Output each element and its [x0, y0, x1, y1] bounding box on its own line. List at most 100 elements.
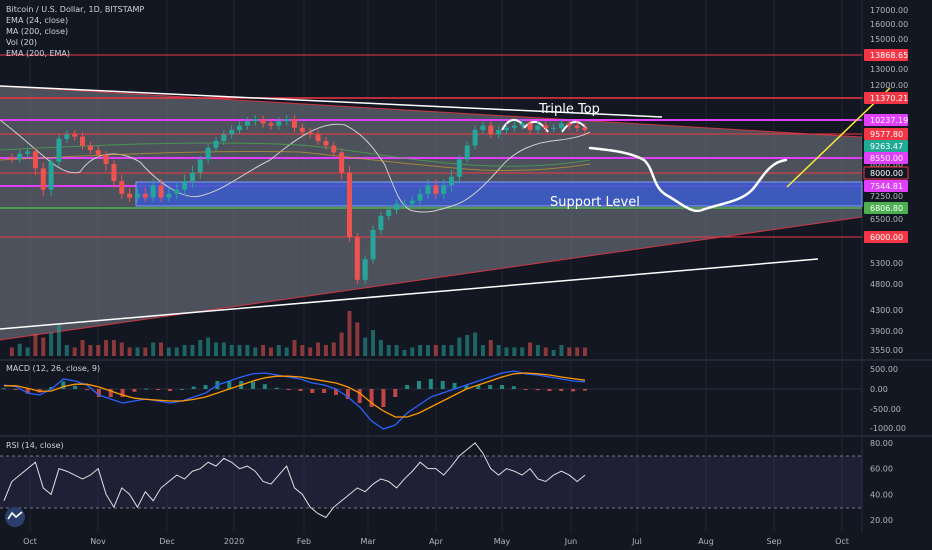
- price-scale-label: 17000.00: [870, 6, 908, 15]
- macd-hist-bar: [345, 389, 350, 399]
- volume-bar: [151, 342, 156, 356]
- candle: [307, 128, 313, 139]
- drawn-price-projection[interactable]: [588, 146, 788, 213]
- chart-title[interactable]: Bitcoin / U.S. Dollar, 1D, BITSTAMP: [6, 5, 145, 14]
- volume-bar: [237, 345, 242, 356]
- price-tag[interactable]: 9263.47: [864, 140, 908, 152]
- volume-bar: [159, 342, 164, 356]
- candle: [229, 125, 235, 139]
- price-tag[interactable]: 6000.00: [864, 231, 908, 243]
- volume-bar: [386, 345, 391, 356]
- yellow-projection-line[interactable]: [786, 87, 891, 188]
- macd-hist-bar: [583, 389, 587, 391]
- price-tag-label: 7544.81: [870, 182, 903, 191]
- candle: [292, 115, 297, 133]
- macd-hist-bar: [405, 385, 410, 389]
- macd-title[interactable]: MACD (12, 26, close, 9): [6, 364, 101, 373]
- volume-bar: [394, 345, 399, 356]
- macd-hist-bar: [357, 389, 362, 403]
- rsi-scale-label: 80.00: [870, 439, 893, 448]
- rsi-scale[interactable]: 80.00 60.00 40.00 20.00: [870, 439, 893, 525]
- candle: [103, 150, 109, 171]
- macd-scale[interactable]: 500.00 0.00 -500.00 -1000.00: [870, 365, 906, 433]
- candle: [80, 132, 86, 150]
- rsi-line: [3, 442, 586, 519]
- candle: [323, 137, 329, 150]
- price-tag-label: 8550.00: [870, 154, 903, 163]
- volume-bar: [213, 342, 218, 356]
- triangle-upper-edge: [0, 85, 863, 138]
- candle: [87, 141, 93, 155]
- macd-hist-bar: [547, 389, 552, 391]
- volume-bar: [496, 345, 501, 356]
- candle: [339, 148, 345, 180]
- candle: [535, 121, 541, 135]
- price-scale-label: 4800.00: [870, 280, 903, 289]
- time-axis-label: May: [494, 537, 511, 546]
- support-level-label: Support Level: [550, 195, 640, 210]
- time-axis[interactable]: Oct Nov Dec 2020 Feb Mar Apr May Jun Jul Aug Sep Oct: [23, 537, 849, 546]
- price-tag[interactable]: 13868.65: [864, 49, 908, 61]
- candle: [166, 187, 172, 202]
- volume-bar: [465, 335, 470, 356]
- volume-bar: [72, 347, 77, 356]
- indicator-vol[interactable]: Vol (20): [6, 38, 37, 47]
- volume-bar: [378, 340, 383, 356]
- macd-hist-bar: [298, 389, 303, 391]
- macd-hist-bar: [310, 389, 315, 393]
- indicator-ma-200[interactable]: MA (200, close): [6, 27, 69, 36]
- lower-trendline[interactable]: [0, 258, 819, 330]
- volume-bar: [119, 342, 124, 356]
- price-tag[interactable]: 8550.00: [864, 152, 908, 164]
- price-tag[interactable]: 11370.21: [864, 92, 908, 104]
- price-tag[interactable]: 6806.80: [864, 202, 908, 214]
- price-tag[interactable]: 7544.81: [864, 180, 908, 192]
- volume-bar: [221, 342, 226, 356]
- candle: [574, 121, 580, 133]
- macd-hist-bar: [571, 389, 576, 392]
- volume-bar: [575, 347, 580, 356]
- price-tag[interactable]: 10237.19: [864, 114, 908, 126]
- volume-bar: [480, 345, 485, 356]
- volume-bar: [80, 340, 85, 356]
- support-zone-box[interactable]: [135, 181, 863, 207]
- candle: [394, 199, 400, 214]
- macd-hist-bar: [500, 385, 504, 389]
- candle: [189, 165, 195, 188]
- macd-hist-bar: [440, 381, 445, 389]
- time-axis-label: Nov: [90, 537, 106, 546]
- upper-trendline[interactable]: [0, 85, 663, 118]
- price-tag[interactable]: 8000.00: [863, 166, 909, 180]
- candle: [9, 153, 15, 164]
- candle: [503, 123, 509, 135]
- indicator-ema-200-ema[interactable]: EMA (200, EMA): [6, 49, 70, 58]
- candle: [354, 232, 360, 284]
- candle: [456, 155, 462, 184]
- price-tag[interactable]: 9577.80: [864, 128, 908, 140]
- candle: [142, 187, 148, 202]
- tradingview-logo[interactable]: [5, 507, 25, 527]
- price-scale-label: 13000.00: [870, 65, 908, 74]
- macd-scale-label: -500.00: [870, 405, 901, 414]
- candle: [48, 157, 54, 196]
- rsi-title[interactable]: RSI (14, close): [6, 441, 64, 450]
- volume-bar: [331, 342, 336, 356]
- macd-histogram: [2, 379, 587, 407]
- rsi-scale-label: 20.00: [870, 516, 893, 525]
- candle: [299, 123, 305, 137]
- price-scale-label: 8000.00: [870, 160, 903, 169]
- candle: [268, 119, 274, 130]
- volume-bar: [347, 311, 352, 356]
- volume-bar: [198, 340, 203, 356]
- macd-hist-bar: [73, 385, 78, 389]
- macd-hist-bar: [144, 388, 149, 390]
- volume-bar: [441, 345, 446, 356]
- price-tag-label: 10237.19: [870, 116, 908, 125]
- volume-bar: [473, 332, 478, 356]
- macd-hist-bar: [61, 381, 66, 389]
- macd-hist-bar: [203, 385, 208, 389]
- macd-hist-bar: [108, 389, 113, 397]
- indicator-ema-24[interactable]: EMA (24, close): [6, 16, 69, 25]
- macd-hist-bar: [156, 389, 161, 390]
